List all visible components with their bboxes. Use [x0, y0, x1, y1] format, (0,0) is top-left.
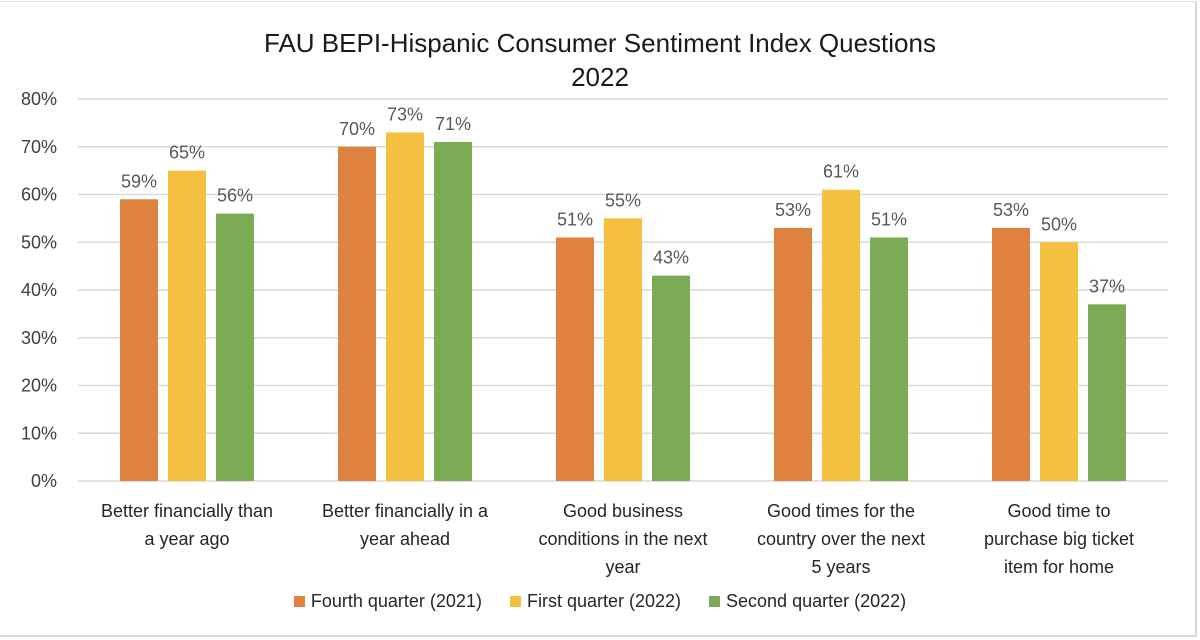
x-tick-label: Good business conditions in the next year	[517, 497, 729, 581]
data-label: 53%	[993, 200, 1029, 220]
data-label: 51%	[557, 209, 593, 229]
data-label: 50%	[1041, 214, 1077, 234]
x-tick-label-line: country over the next	[756, 529, 926, 549]
x-tick-label-line: Better financially in a	[321, 501, 489, 521]
legend-swatch	[509, 596, 521, 607]
legend-label: Fourth quarter (2021)	[310, 591, 482, 611]
bar	[992, 227, 1030, 481]
x-tick-label-line: year ahead	[359, 529, 451, 549]
x-tick-label-line: item for home	[1003, 557, 1115, 577]
x-tick-label: Good times for the country over the next 5…	[735, 497, 947, 581]
bar	[652, 275, 690, 481]
x-tick-label: Better financially than a year ago	[81, 497, 293, 553]
legend-swatch	[709, 596, 721, 607]
data-label: 43%	[653, 248, 689, 268]
bar	[386, 132, 424, 482]
bar	[434, 141, 472, 481]
y-tick-label: 40%	[21, 280, 57, 300]
bar	[1088, 304, 1126, 481]
bar	[1040, 242, 1078, 481]
data-label: 70%	[339, 119, 375, 139]
y-tick-label: 30%	[21, 328, 57, 348]
bar	[556, 237, 594, 481]
bar	[168, 170, 206, 481]
y-tick-label: 10%	[21, 423, 57, 443]
legend-label: First quarter (2022)	[526, 591, 682, 611]
x-tick-label-line: conditions in the next	[538, 529, 708, 549]
data-label: 51%	[871, 209, 907, 229]
legend-item: Fourth quarter (2021)	[293, 591, 482, 612]
legend: Fourth quarter (2021) First quarter (2022…	[0, 591, 1200, 612]
bar	[604, 218, 642, 481]
data-label: 56%	[217, 186, 253, 206]
data-label: 59%	[121, 171, 157, 191]
legend-swatch	[293, 596, 305, 607]
data-label: 73%	[387, 104, 423, 124]
data-label: 61%	[823, 162, 859, 182]
bar	[774, 227, 812, 481]
y-tick-label: 0%	[31, 471, 57, 491]
legend-item: First quarter (2022)	[509, 591, 682, 612]
x-tick-label-line: Good time to	[1007, 501, 1111, 521]
x-tick-label-line: Better financially than	[100, 501, 274, 521]
y-tick-label: 20%	[21, 376, 57, 396]
x-tick-label-line: Good business	[562, 501, 684, 521]
legend-label: Second quarter (2022)	[726, 591, 907, 611]
bar	[120, 199, 158, 481]
data-label: 55%	[605, 190, 641, 210]
data-label: 53%	[775, 200, 811, 220]
x-tick-label: Better financially in a year ahead	[299, 497, 511, 553]
y-tick-label: 60%	[21, 185, 57, 205]
y-tick-label: 80%	[21, 89, 57, 109]
x-tick-label-line: purchase big ticket	[983, 529, 1135, 549]
y-tick-label: 50%	[21, 232, 57, 252]
bar	[822, 189, 860, 481]
legend-item: Second quarter (2022)	[709, 591, 906, 612]
bar	[338, 146, 376, 481]
bar	[870, 237, 908, 481]
y-tick-label: 70%	[21, 137, 57, 157]
x-tick-label: Good time to purchase big ticket item for …	[953, 497, 1165, 581]
chart-subtitle: 2022	[571, 62, 629, 92]
x-tick-label-line: year	[605, 557, 641, 577]
data-label: 65%	[169, 143, 205, 163]
bar	[216, 213, 254, 481]
x-tick-label-line: Good times for the	[766, 501, 916, 521]
data-label: 37%	[1089, 276, 1125, 296]
x-tick-label-line: a year ago	[144, 529, 230, 549]
x-tick-label-line: 5 years	[811, 557, 871, 577]
chart-title: FAU BEPI-Hispanic Consumer Sentiment Ind…	[264, 28, 936, 58]
data-label: 71%	[435, 114, 471, 134]
